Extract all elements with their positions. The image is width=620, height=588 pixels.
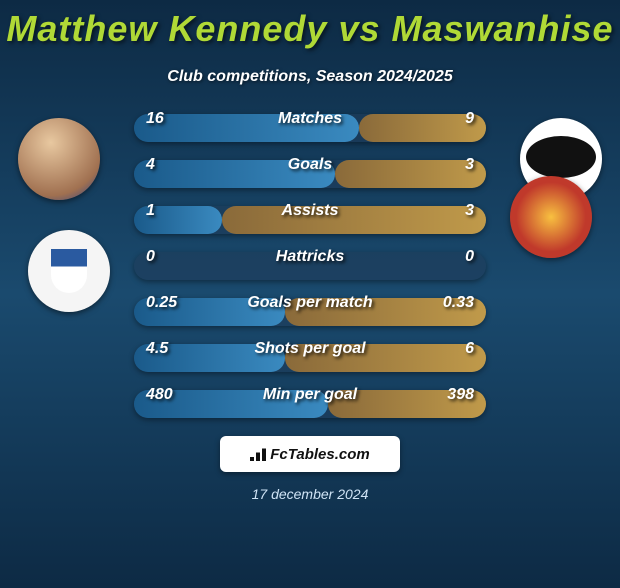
stats-container: Matches169Goals43Assists13Hattricks00Goa… <box>134 114 486 418</box>
stat-value-left: 1 <box>146 202 155 220</box>
page-title: Matthew Kennedy vs Maswanhise <box>0 8 620 50</box>
stat-value-left: 0.25 <box>146 294 177 312</box>
footer-label: FcTables.com <box>270 446 369 463</box>
date-label: 17 december 2024 <box>0 486 620 502</box>
stat-label: Assists <box>282 202 339 220</box>
stat-label: Goals per match <box>247 294 372 312</box>
stat-label: Min per goal <box>263 386 357 404</box>
subtitle: Club competitions, Season 2024/2025 <box>0 68 620 86</box>
stat-bar-right <box>335 160 486 188</box>
stat-row: Shots per goal4.56 <box>134 344 486 372</box>
stat-value-right: 3 <box>465 202 474 220</box>
stat-label: Hattricks <box>276 248 344 266</box>
chart-icon <box>250 447 266 461</box>
stat-value-right: 3 <box>465 156 474 174</box>
stat-row: Min per goal480398 <box>134 390 486 418</box>
stat-row: Assists13 <box>134 206 486 234</box>
stat-value-right: 398 <box>447 386 474 404</box>
stat-value-right: 0.33 <box>443 294 474 312</box>
stat-row: Goals43 <box>134 160 486 188</box>
team1-crest <box>28 230 110 312</box>
stat-value-right: 0 <box>465 248 474 266</box>
footer-brand[interactable]: FcTables.com <box>220 436 400 472</box>
stat-value-right: 6 <box>465 340 474 358</box>
stat-row: Hattricks00 <box>134 252 486 280</box>
stat-bar-right <box>222 206 486 234</box>
stat-value-left: 16 <box>146 110 164 128</box>
team2-crest <box>510 176 592 258</box>
stat-value-left: 4.5 <box>146 340 168 358</box>
stat-value-right: 9 <box>465 110 474 128</box>
stat-label: Shots per goal <box>254 340 365 358</box>
stat-label: Matches <box>278 110 342 128</box>
stat-value-left: 0 <box>146 248 155 266</box>
stat-label: Goals <box>288 156 332 174</box>
stat-value-left: 480 <box>146 386 173 404</box>
stat-value-left: 4 <box>146 156 155 174</box>
comparison-content: Matches169Goals43Assists13Hattricks00Goa… <box>0 114 620 418</box>
stat-row: Goals per match0.250.33 <box>134 298 486 326</box>
player1-avatar <box>18 118 100 200</box>
stat-row: Matches169 <box>134 114 486 142</box>
